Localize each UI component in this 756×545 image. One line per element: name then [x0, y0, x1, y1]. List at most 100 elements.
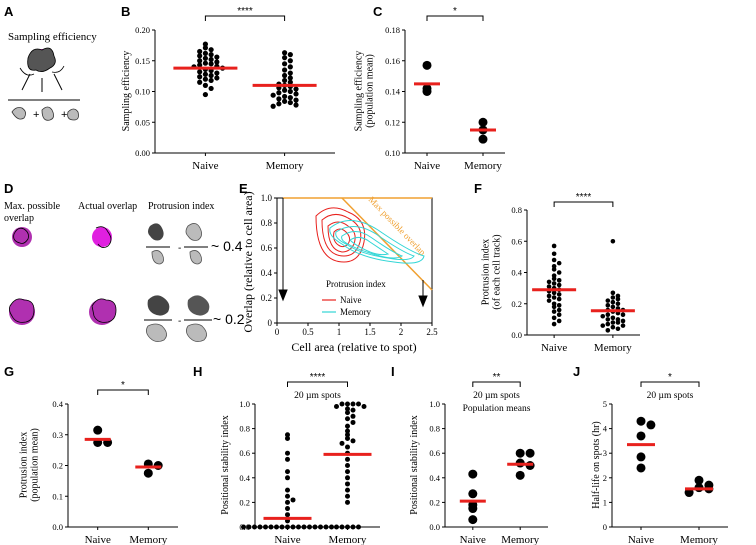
data-point: [93, 425, 103, 435]
y-tick-label: 4: [603, 424, 608, 434]
category-label: Memory: [501, 534, 539, 545]
panel-annotation: 20 µm spots: [294, 391, 341, 401]
data-point: [257, 524, 263, 530]
data-point: [551, 304, 557, 310]
data-point: [287, 79, 293, 85]
svg-text:+: +: [61, 109, 67, 121]
y-tick-label: 0.18: [385, 25, 400, 35]
data-point: [345, 423, 350, 429]
y-tick-label: 0.14: [385, 87, 401, 97]
data-point: [285, 512, 290, 518]
panel-c: C 0.10 0.12 0.14 0.16 0.18 Sampling efficiency…: [354, 4, 505, 172]
panel-d-letter: D: [4, 181, 13, 196]
panel-letter: H: [193, 364, 202, 379]
y-tick-label: 0.0: [52, 522, 63, 532]
data-point: [345, 410, 350, 416]
data-point: [478, 117, 488, 127]
data-point: [610, 290, 616, 296]
y-tick-label: 5: [603, 399, 607, 409]
data-point: [339, 401, 345, 407]
y-tick-label: 0.10: [385, 148, 400, 158]
data-point: [361, 403, 367, 409]
data-point: [252, 524, 257, 530]
data-point: [620, 323, 626, 328]
significance-stars: ****: [237, 6, 253, 17]
panel-f: F 0.0 0.2 0.4 0.6 0.8 Protrusion index (of each…: [474, 181, 640, 354]
y-tick-label: 0.4: [429, 473, 440, 483]
data-point: [556, 282, 562, 288]
data-point: [285, 469, 290, 475]
data-point: [290, 524, 296, 530]
e-ytick-label: 0.8: [261, 218, 273, 228]
data-point: [556, 296, 562, 302]
data-point: [334, 403, 339, 409]
e-ytick-label: 0: [268, 318, 273, 328]
e-ytick-label: 0.2: [261, 293, 272, 303]
category-label: Memory: [266, 160, 304, 172]
y-tick-label: 0.4: [511, 268, 522, 278]
y-tick-label: 0.6: [511, 236, 522, 246]
data-point: [208, 56, 214, 63]
significance-bracket: [426, 15, 484, 21]
data-point: [270, 103, 276, 109]
data-point: [270, 92, 276, 98]
data-point: [318, 524, 323, 530]
y-axis-label: Positional stability index: [409, 415, 420, 514]
data-point: [287, 64, 293, 70]
e-xtick-label: 2.5: [426, 327, 438, 337]
data-point: [246, 524, 252, 530]
data-point: [197, 79, 203, 85]
data-point: [636, 452, 646, 462]
y-tick-label: 0.2: [52, 461, 63, 471]
naive-contours: [315, 207, 366, 263]
data-point: [551, 309, 557, 314]
significance-stars: *: [121, 380, 125, 391]
data-point: [296, 524, 301, 530]
y-tick-label: 0.8: [429, 424, 440, 434]
y-axis-label: Protrusion index: [481, 239, 492, 305]
y-axis-label: Protrusion index: [19, 432, 30, 498]
data-point: [307, 524, 312, 530]
panel-annotation: 20 µm spots: [473, 391, 520, 401]
data-point: [282, 98, 288, 104]
data-point: [620, 312, 626, 317]
category-label: Memory: [329, 534, 367, 545]
data-point: [615, 326, 621, 332]
data-point: [551, 315, 557, 321]
data-point: [551, 243, 557, 249]
data-point: [605, 303, 611, 308]
sampling-schematic: + +: [8, 47, 80, 121]
y-tick-label: 0.2: [429, 497, 440, 507]
data-point: [345, 469, 350, 475]
data-point: [610, 299, 616, 305]
panel-i: I 0.0 0.2 0.4 0.6 0.8 1.0 Positional stability …: [391, 364, 548, 545]
y-axis-label: Sampling efficiency: [121, 51, 132, 132]
data-point: [356, 524, 361, 530]
data-point: [282, 72, 288, 79]
data-point: [285, 475, 290, 481]
y-axis-label: Half-life on spots (hr): [591, 421, 602, 508]
protrusion-index-annotation: Protrusion index: [326, 279, 386, 289]
data-point: [214, 75, 220, 81]
data-point: [197, 58, 203, 64]
y-tick-label: 0.3: [52, 430, 63, 440]
data-point: [208, 47, 214, 53]
y-tick-label: 0.6: [239, 448, 250, 458]
cell-protrusions: [19, 65, 65, 76]
data-point: [202, 41, 208, 47]
max-overlap-line: [341, 197, 433, 291]
data-point: [468, 504, 478, 514]
protrusion-value-top: ~ 0.4: [211, 238, 243, 254]
e-xtick-label: 0.5: [302, 327, 314, 337]
data-point: [525, 448, 535, 458]
protrusion-value-bottom: ~ 0.2: [213, 311, 245, 327]
data-point: [287, 99, 293, 106]
data-point: [345, 493, 350, 499]
data-point: [287, 88, 293, 95]
data-point: [610, 295, 616, 300]
data-point: [636, 463, 646, 473]
protrusion-arrows: [278, 198, 428, 308]
data-point: [287, 52, 293, 58]
data-point: [350, 438, 356, 444]
